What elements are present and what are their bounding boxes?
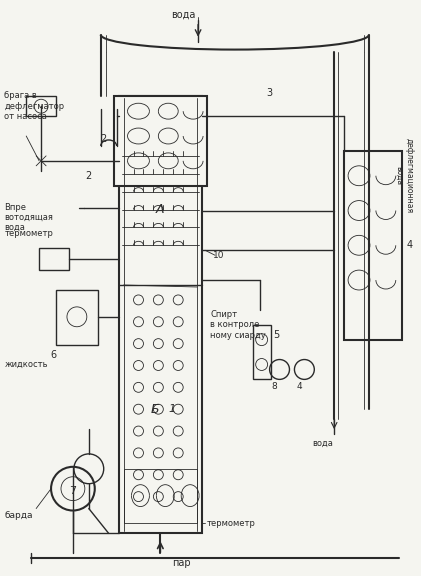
- Text: 8: 8: [272, 382, 277, 391]
- Text: барда: барда: [4, 510, 33, 520]
- Text: 3: 3: [266, 88, 273, 98]
- Text: вода: вода: [171, 10, 195, 20]
- Text: термометр: термометр: [4, 229, 53, 238]
- Text: Впре
вотодящая
вода: Впре вотодящая вода: [4, 203, 53, 232]
- Bar: [124, 469, 197, 524]
- Text: А: А: [156, 203, 165, 216]
- Text: 4: 4: [297, 382, 302, 391]
- Bar: [344, 151, 402, 340]
- Text: 4: 4: [407, 240, 413, 251]
- Text: 2: 2: [86, 170, 92, 181]
- Text: 2: 2: [101, 134, 107, 144]
- Text: 5: 5: [274, 329, 280, 340]
- Text: жидкость: жидкость: [4, 359, 48, 369]
- Bar: [39, 248, 69, 270]
- Text: пар: пар: [172, 558, 191, 568]
- Text: 10: 10: [213, 251, 224, 260]
- Bar: [26, 96, 56, 116]
- Text: 6: 6: [50, 350, 56, 359]
- Bar: [253, 325, 271, 380]
- Text: дефлегмационная
вода: дефлегмационная вода: [394, 138, 414, 213]
- Text: вода: вода: [312, 439, 333, 448]
- Text: Б: Б: [151, 403, 160, 416]
- Bar: [56, 290, 98, 344]
- Text: 1: 1: [169, 404, 176, 414]
- Bar: [114, 96, 207, 185]
- Bar: [119, 96, 202, 533]
- Text: брага в
дефлегматор
от насоса: брага в дефлегматор от насоса: [4, 92, 64, 121]
- Text: Спирт
в контроле
ному сиарду: Спирт в контроле ному сиарду: [210, 310, 266, 340]
- Text: термометр: термометр: [207, 519, 256, 528]
- Text: 7: 7: [69, 486, 77, 496]
